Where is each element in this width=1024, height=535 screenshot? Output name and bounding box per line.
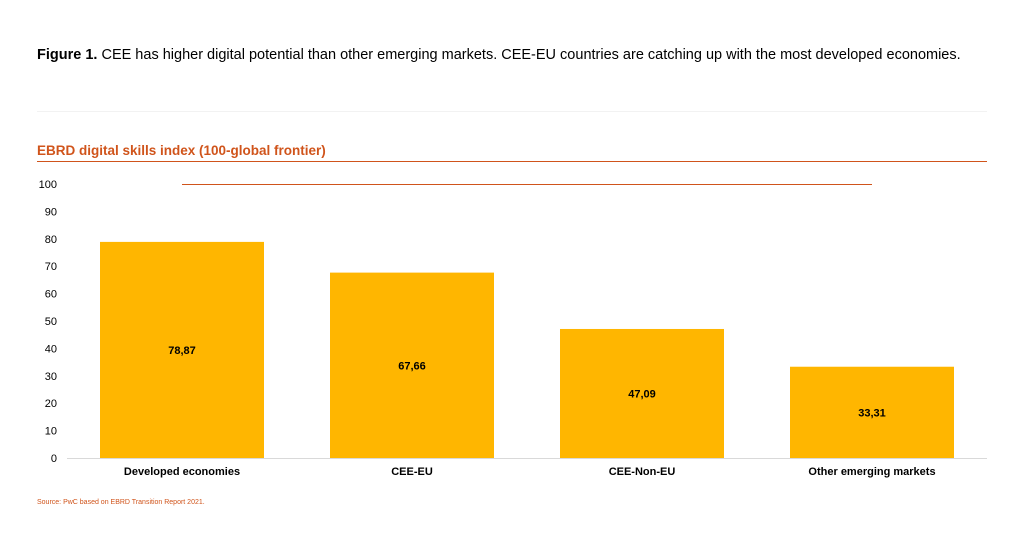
value-labels: 78,87 67,66 47,09 33,31	[168, 345, 886, 419]
bar	[330, 272, 494, 458]
bar	[790, 366, 954, 458]
bar	[100, 241, 264, 458]
bar-value-label: 78,87	[168, 345, 196, 357]
y-tick-label: 40	[45, 343, 57, 355]
category-label: Developed economies	[124, 466, 240, 478]
figure-caption-text: CEE has higher digital potential than ot…	[101, 47, 961, 63]
bar	[560, 328, 724, 458]
category-label: CEE-Non-EU	[609, 466, 676, 478]
source-note: Source: PwC based on EBRD Transition Rep…	[37, 499, 205, 506]
bar-value-label: 47,09	[628, 388, 656, 400]
chart-title: EBRD digital skills index (100-global fr…	[37, 143, 326, 158]
top-divider	[37, 111, 987, 112]
bar-value-label: 67,66	[398, 360, 426, 372]
y-tick-label: 90	[45, 206, 57, 218]
y-tick-label: 30	[45, 371, 57, 383]
y-tick-label: 70	[45, 261, 57, 273]
category-labels: Developed economies CEE-EU CEE-Non-EU Other…	[124, 466, 936, 478]
figure-label: Figure 1.	[37, 47, 98, 63]
y-tick-label: 60	[45, 289, 57, 301]
y-tick-label: 100	[39, 179, 57, 191]
y-tick-label: 20	[45, 398, 57, 410]
category-label: CEE-EU	[391, 466, 433, 478]
category-label: Other emerging markets	[808, 466, 935, 478]
y-tick-label: 50	[45, 316, 57, 328]
bar-value-label: 33,31	[858, 407, 886, 419]
bars	[100, 241, 954, 458]
y-tick-label: 0	[51, 453, 57, 465]
y-tick-label: 10	[45, 426, 57, 438]
figure-caption: Figure 1. CEE has higher digital potenti…	[37, 46, 997, 64]
y-axis: 0 10 20 30 40 50 60 70 80 90 100	[39, 179, 57, 465]
y-tick-label: 80	[45, 234, 57, 246]
